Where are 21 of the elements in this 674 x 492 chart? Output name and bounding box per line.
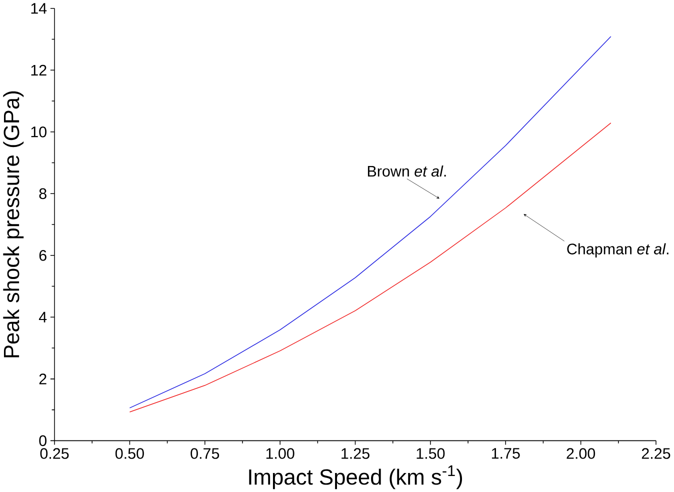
x-tick-label: 2.00	[566, 448, 596, 459]
y-tick-label: 8	[39, 188, 46, 199]
y-tick-label: 6	[39, 250, 46, 261]
y-tick-label: 4	[38, 312, 47, 322]
y-tick-label: 10	[31, 126, 46, 138]
y-tick-label: 2	[39, 373, 46, 384]
x-tick-label: 1.75	[492, 448, 520, 459]
x-axis-title: Impact Speed (km s$^{-1}$)	[249, 465, 462, 489]
x-tick-label: 0.50	[115, 448, 144, 459]
x-tick-label: 0.75	[190, 448, 220, 459]
y-tick-label: 0	[39, 435, 46, 446]
y-axis-title: Peak shock pressure (GPa)	[3, 91, 24, 358]
x-tick-label: 1.00	[266, 448, 294, 459]
x-tick-label: 2.25	[642, 448, 670, 459]
annotation: Brown et al.	[368, 165, 446, 177]
x-tick-label: 0.25	[40, 448, 69, 459]
y-tick-label: 14	[31, 3, 47, 14]
y-tick-label: 12	[31, 64, 46, 76]
annotation: Chapman et al.	[567, 243, 668, 258]
x-tick-label: 1.50	[416, 448, 445, 459]
x-tick-label: 1.25	[342, 448, 370, 459]
